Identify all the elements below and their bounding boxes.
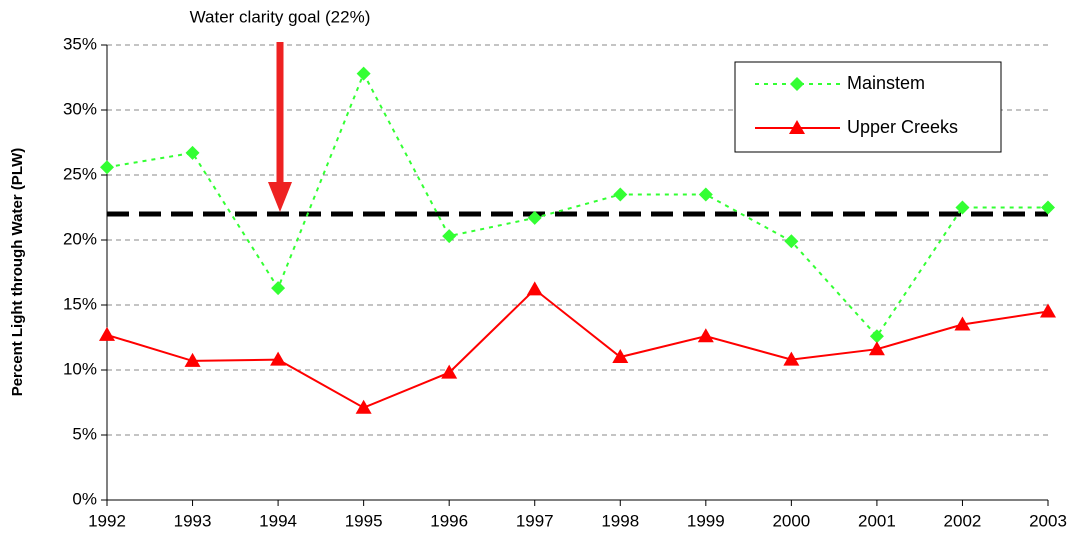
legend-marker xyxy=(790,77,804,91)
x-tick-label: 1995 xyxy=(345,511,383,530)
x-tick-label: 1999 xyxy=(687,511,725,530)
data-point xyxy=(100,160,114,175)
annotation: Water clarity goal (22%) xyxy=(190,7,371,26)
y-tick-label: 25% xyxy=(63,164,97,183)
x-tick-label: 1998 xyxy=(601,511,639,530)
arrow-head xyxy=(268,182,292,212)
data-point xyxy=(955,200,970,215)
y-tick-label: 15% xyxy=(63,294,97,313)
x-tick-label: 2003 xyxy=(1029,511,1067,530)
y-tick-label: 0% xyxy=(72,489,97,508)
y-tick-label: 10% xyxy=(63,359,97,378)
x-tick-label: 2002 xyxy=(944,511,982,530)
y-tick-label: 35% xyxy=(63,34,97,53)
data-point xyxy=(526,281,543,296)
data-point xyxy=(442,229,457,244)
legend-label: Upper Creeks xyxy=(847,117,958,137)
y-tick-label: 30% xyxy=(63,99,97,118)
data-point xyxy=(784,234,799,249)
x-tick-label: 1992 xyxy=(88,511,126,530)
x-tick-label: 1994 xyxy=(259,511,297,530)
data-point xyxy=(99,326,115,341)
data-point xyxy=(698,187,713,202)
legend-marker xyxy=(789,120,805,134)
legend-box xyxy=(734,61,1002,153)
x-tick-label: 1996 xyxy=(430,511,468,530)
y-axis-label: Percent Light through Water (PLW) xyxy=(9,148,26,397)
data-point xyxy=(1040,303,1056,318)
data-point xyxy=(271,281,286,296)
data-point xyxy=(1041,200,1055,215)
x-tick-label: 2001 xyxy=(858,511,896,530)
data-point xyxy=(783,351,800,366)
data-point xyxy=(869,329,884,344)
data-point xyxy=(270,351,287,366)
x-tick-label: 1997 xyxy=(516,511,554,530)
data-point xyxy=(612,349,629,363)
data-point xyxy=(954,316,971,331)
data-point xyxy=(356,66,371,81)
data-point xyxy=(185,145,200,160)
data-point xyxy=(613,187,628,202)
data-point xyxy=(184,352,201,367)
y-tick-label: 5% xyxy=(72,424,97,443)
x-tick-label: 1993 xyxy=(174,511,212,530)
data-point xyxy=(441,364,458,379)
series-line xyxy=(106,288,1049,409)
series-line xyxy=(106,71,1048,338)
y-tick-label: 20% xyxy=(63,229,97,248)
data-point xyxy=(355,399,372,414)
data-point xyxy=(697,328,714,343)
data-point xyxy=(527,210,542,225)
data-point xyxy=(868,341,885,356)
legend-label: Mainstem xyxy=(847,73,925,93)
x-tick-label: 2000 xyxy=(772,511,810,530)
